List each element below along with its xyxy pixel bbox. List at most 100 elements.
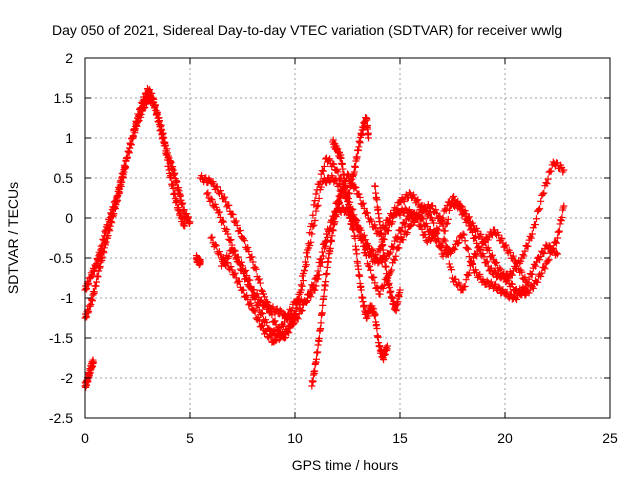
data-point xyxy=(311,216,319,224)
data-point xyxy=(521,247,529,255)
data-point xyxy=(314,201,322,209)
data-point xyxy=(512,286,519,294)
data-point xyxy=(376,290,384,298)
data-point xyxy=(303,261,311,269)
data-point xyxy=(257,296,265,304)
data-point xyxy=(353,153,361,161)
data-point xyxy=(202,174,210,182)
series-trace-g xyxy=(207,170,561,346)
data-point xyxy=(244,295,252,303)
data-point xyxy=(234,253,242,261)
data-point xyxy=(311,367,319,375)
data-point xyxy=(540,189,548,197)
data-point xyxy=(243,291,251,299)
data-point xyxy=(463,244,471,252)
data-point xyxy=(369,274,377,282)
data-point xyxy=(539,248,547,256)
data-point xyxy=(560,166,568,174)
data-point xyxy=(244,244,252,252)
series-trace-j xyxy=(329,136,391,364)
data-point xyxy=(212,242,220,250)
x-axis-label: GPS time / hours xyxy=(292,457,399,473)
y-tick-label: -1 xyxy=(61,290,74,306)
data-point xyxy=(261,293,269,301)
data-point xyxy=(362,252,370,260)
data-point xyxy=(348,179,356,187)
data-point xyxy=(382,263,390,271)
data-point xyxy=(536,205,544,213)
data-point xyxy=(440,227,448,235)
data-point xyxy=(371,182,379,190)
data-point xyxy=(161,142,169,150)
data-point xyxy=(319,301,327,309)
data-point xyxy=(367,266,375,274)
data-point xyxy=(492,268,500,276)
data-point xyxy=(465,253,473,261)
data-point xyxy=(452,199,460,207)
data-point xyxy=(323,270,331,278)
data-point xyxy=(461,282,469,290)
data-point xyxy=(359,242,367,250)
data-point xyxy=(306,291,314,299)
data-point xyxy=(350,226,358,234)
data-point xyxy=(413,197,421,205)
data-point xyxy=(326,244,334,252)
data-point xyxy=(504,273,512,281)
data-point xyxy=(509,252,517,260)
data-point xyxy=(311,197,319,205)
y-tick-label: 0.5 xyxy=(54,170,74,186)
data-point xyxy=(421,230,429,238)
data-point xyxy=(216,187,224,195)
y-tick-label: -1.5 xyxy=(49,330,73,346)
data-point xyxy=(480,253,488,261)
data-point xyxy=(257,322,265,330)
data-point xyxy=(332,175,340,183)
data-point xyxy=(211,241,219,249)
data-point xyxy=(435,213,443,221)
data-point xyxy=(363,245,371,253)
data-point xyxy=(276,328,284,336)
y-tick-label: 0 xyxy=(65,210,73,226)
data-point xyxy=(545,256,553,264)
data-point xyxy=(262,301,270,309)
data-point xyxy=(444,215,452,223)
data-point xyxy=(297,286,305,294)
data-point xyxy=(197,258,204,266)
data-point xyxy=(173,198,181,206)
data-point xyxy=(495,283,503,291)
data-point xyxy=(438,218,446,226)
data-point xyxy=(317,183,325,191)
data-point xyxy=(108,219,116,227)
data-point xyxy=(267,333,275,341)
data-point xyxy=(527,234,535,242)
data-point xyxy=(253,290,261,298)
data-point xyxy=(298,306,306,314)
data-point xyxy=(540,250,548,258)
data-point xyxy=(279,333,287,341)
data-point xyxy=(284,312,292,320)
data-point xyxy=(203,190,211,198)
data-point xyxy=(314,348,322,356)
data-point xyxy=(272,337,280,345)
data-point xyxy=(250,286,258,294)
x-axis: 0 5 10 15 20 25 xyxy=(81,58,618,446)
data-point xyxy=(495,270,503,278)
data-point xyxy=(547,167,555,175)
data-point xyxy=(388,266,396,274)
data-point xyxy=(208,233,216,241)
data-point xyxy=(465,269,473,277)
data-point xyxy=(313,272,321,280)
data-point xyxy=(218,190,225,198)
data-point xyxy=(467,224,475,232)
data-point xyxy=(250,306,258,314)
data-point xyxy=(262,316,270,324)
data-point xyxy=(520,286,528,294)
data-point xyxy=(371,311,379,319)
data-point xyxy=(528,230,536,238)
data-point xyxy=(121,164,129,172)
series-trace-i xyxy=(308,190,345,390)
data-point xyxy=(290,320,298,328)
data-point xyxy=(230,246,238,254)
data-point xyxy=(477,245,485,253)
data-point xyxy=(399,236,407,244)
